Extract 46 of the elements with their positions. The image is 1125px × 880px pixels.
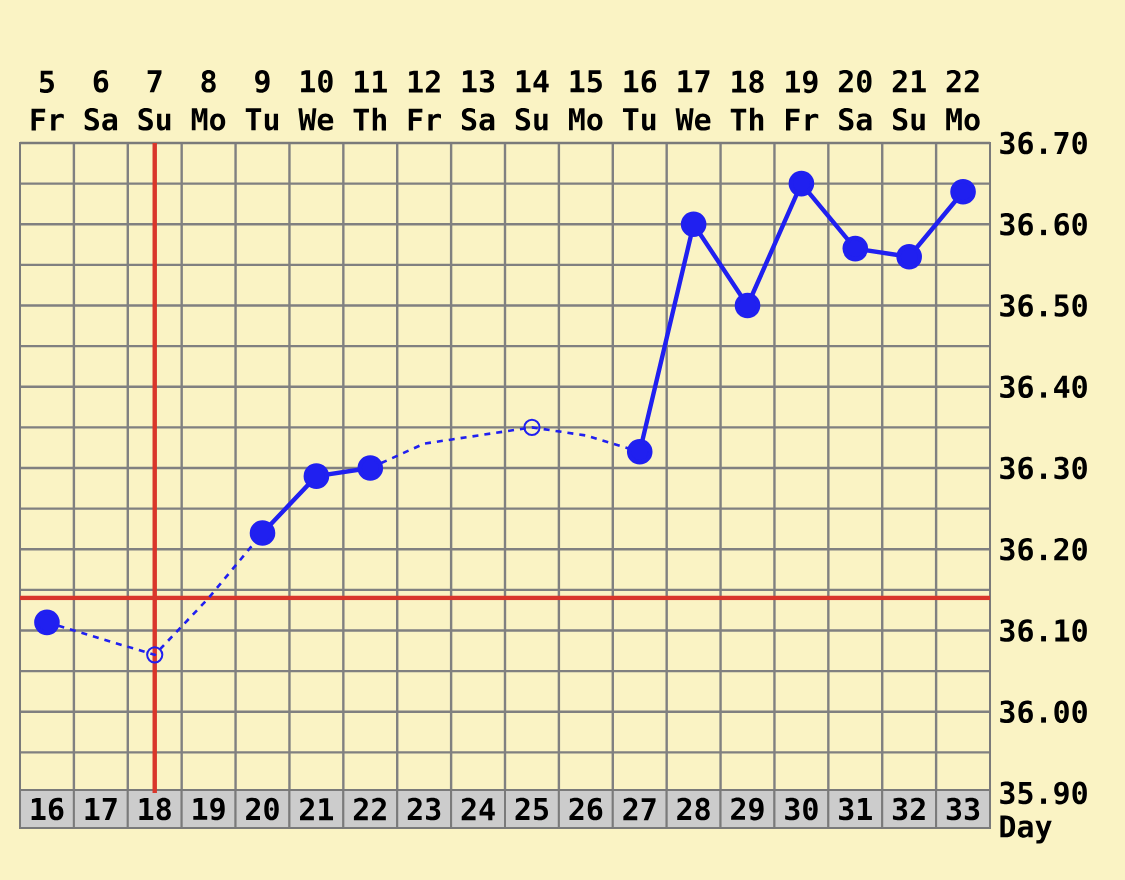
x2-tick-label: 9 Tu <box>245 70 279 131</box>
x2-tick-label: 13 Sa <box>461 69 495 131</box>
y-tick-label: 36.40 <box>1000 375 1087 399</box>
x-tick-label: 22 <box>353 797 386 821</box>
y-tick-label: 36.20 <box>1000 537 1087 561</box>
x2-tick-label: 19 Fr <box>786 70 819 131</box>
y-tick-label: 36.70 <box>1000 131 1087 155</box>
x2-tick-label: 21 Su <box>892 69 926 131</box>
x2-tick-label: 17 We <box>675 70 711 131</box>
x-tick-label: 33 <box>946 797 980 821</box>
x-tick-label: 27 <box>623 797 656 821</box>
x2-tick-label: 5 Fr <box>31 70 64 131</box>
y-tick-label: 36.30 <box>1000 456 1087 480</box>
x2-tick-label: 10 We <box>298 69 334 131</box>
x-axis-title: Day <box>1000 815 1052 844</box>
x2-tick-label: 11 Th <box>353 70 387 131</box>
x-tick-label: 29 <box>731 797 764 821</box>
x2-tick-label: 15 Mo <box>569 70 603 131</box>
x-tick-label: 19 <box>193 797 225 821</box>
x-tick-label: 28 <box>677 797 710 821</box>
x2-tick-label: 6 Sa <box>84 69 118 131</box>
x2-tick-label: 16 Tu <box>622 69 657 131</box>
x2-tick-label: 20 Sa <box>838 69 872 131</box>
y-tick-label: 35.90 <box>1000 781 1087 805</box>
x-tick-label: 20 <box>246 797 279 821</box>
x-tick-label: 23 <box>407 797 441 821</box>
x-tick-label: 32 <box>892 797 925 821</box>
x-tick-label: 25 <box>515 797 548 821</box>
x-tick-label: 18 <box>139 797 171 821</box>
x2-tick-label: 8 Mo <box>191 69 226 131</box>
x-tick-label: 31 <box>839 797 872 821</box>
x2-tick-label: 22 Mo <box>946 69 980 131</box>
x-tick-label: 26 <box>569 797 603 821</box>
y-tick-label: 36.00 <box>1000 700 1087 724</box>
x-tick-label: 17 <box>85 798 117 820</box>
x2-tick-label: 7 Su <box>138 70 171 131</box>
x2-tick-label: 18 Th <box>730 70 764 131</box>
y-tick-label: 36.10 <box>1000 619 1087 642</box>
x2-tick-label: 14 Su <box>515 70 549 131</box>
x-tick-label: 24 <box>461 797 495 821</box>
y-tick-label: 36.60 <box>1000 212 1087 236</box>
x-tick-label: 16 <box>31 797 64 821</box>
y-tick-label: 36.50 <box>1000 294 1087 317</box>
x-tick-label: 21 <box>300 797 334 821</box>
x2-tick-label: 12 Fr <box>408 70 442 131</box>
x-tick-label: 30 <box>785 797 818 821</box>
